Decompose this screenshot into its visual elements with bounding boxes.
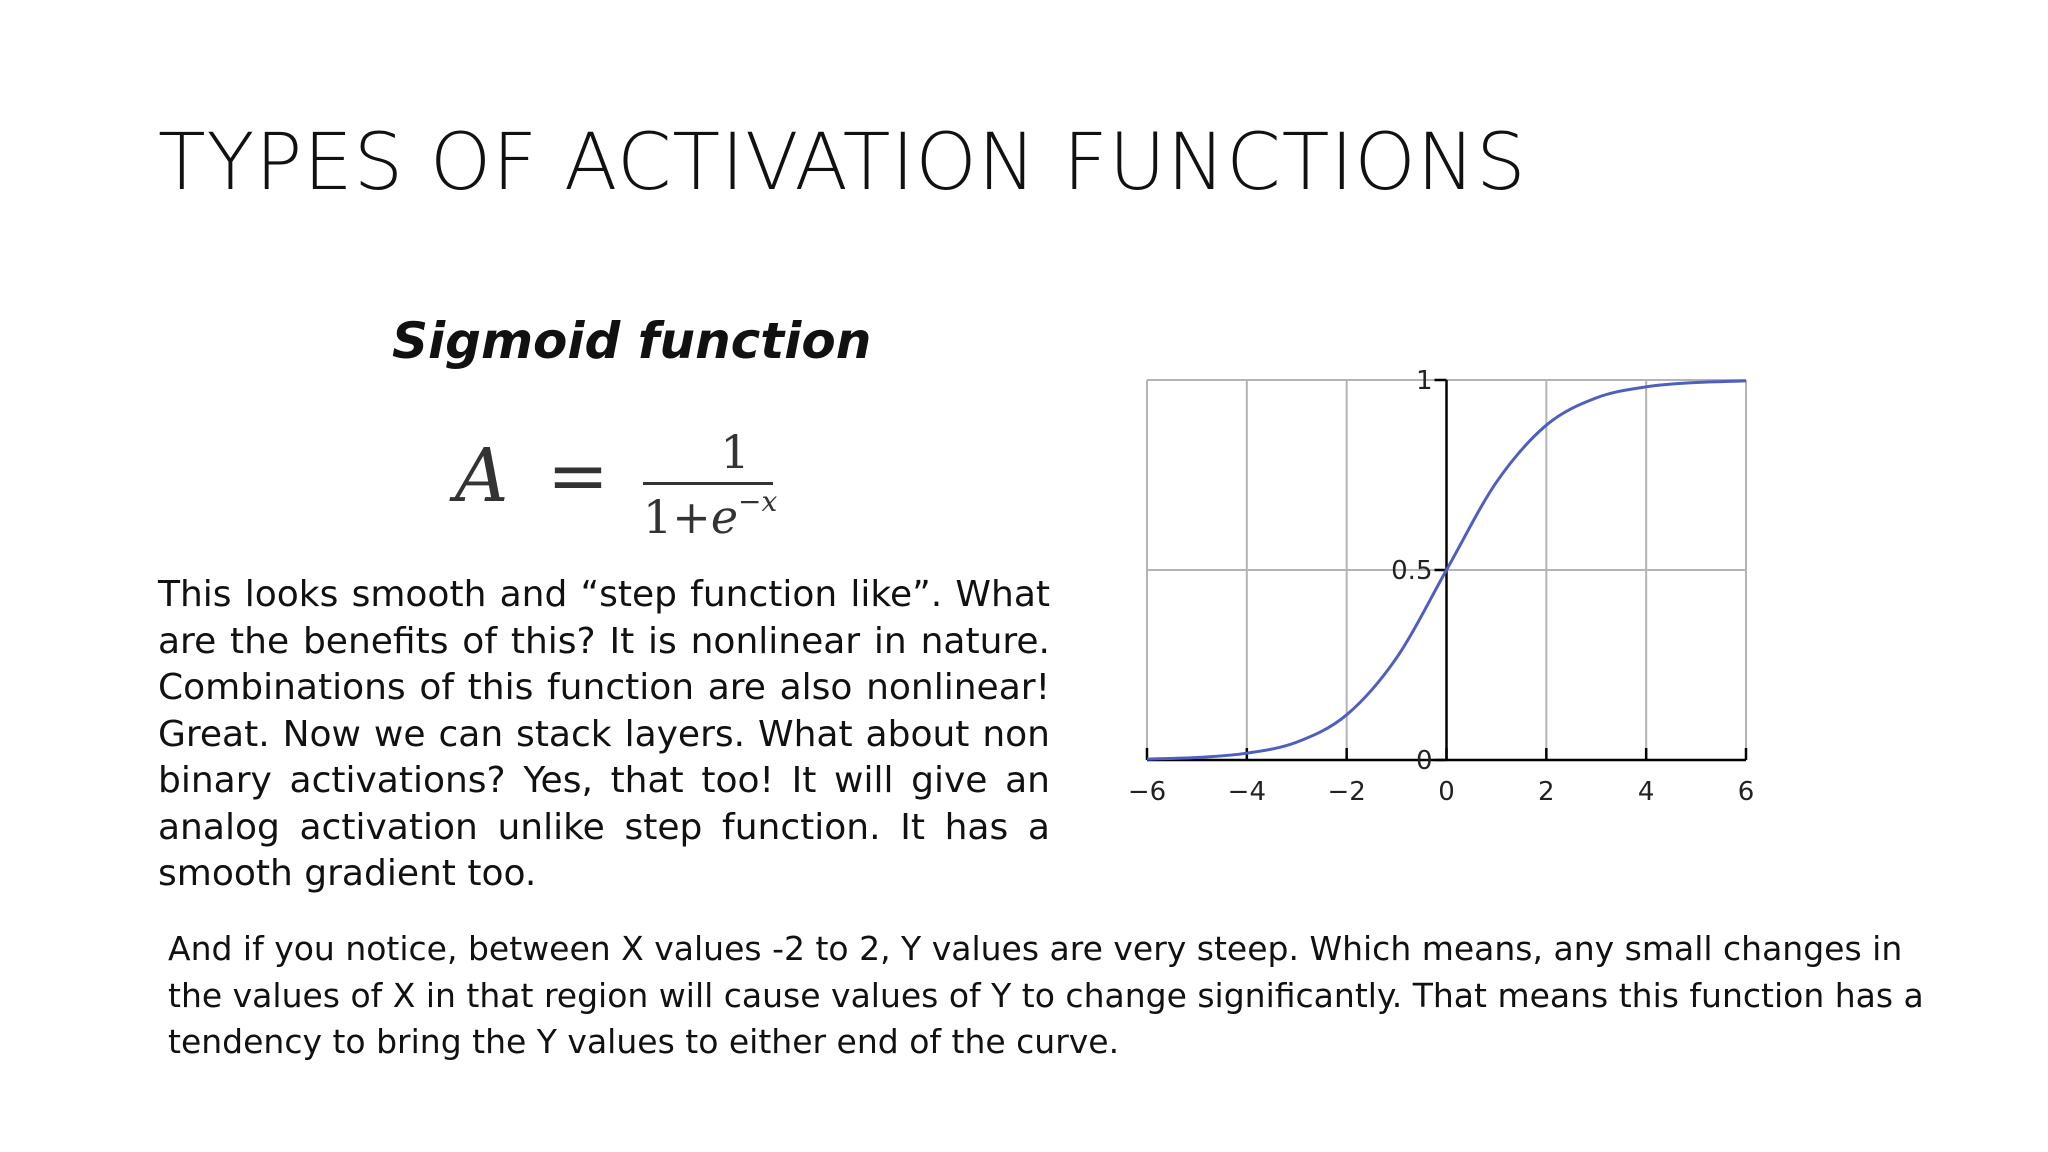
x-tick-label: 0 xyxy=(1438,777,1455,807)
sigmoid-curve xyxy=(1146,379,1747,761)
sigmoid-chart: −6 −4 −2 0 2 4 6 0 0.5 1 xyxy=(1128,366,1754,807)
slide-title: TYPES OF ACTIVATION FUNCTIONS xyxy=(158,118,1527,208)
y-tick-label: 1 xyxy=(1416,366,1433,396)
x-tick-label: −4 xyxy=(1228,777,1266,807)
denominator-exponent: −x xyxy=(738,485,778,518)
fraction-bar xyxy=(643,482,773,485)
tick-labels: −6 −4 −2 0 2 4 6 0 0.5 1 xyxy=(1128,366,1754,807)
x-tick-label: 2 xyxy=(1538,777,1555,807)
x-tick-label: −6 xyxy=(1128,777,1166,807)
formula-equals: = xyxy=(547,433,610,519)
x-tick-label: 6 xyxy=(1738,777,1755,807)
y-tick-label: 0.5 xyxy=(1391,556,1432,586)
y-tick-label: 0 xyxy=(1416,746,1433,776)
x-tick-label: −2 xyxy=(1328,777,1366,807)
x-tick-label: 4 xyxy=(1638,777,1655,807)
series-layer xyxy=(1146,379,1747,761)
formula-lhs: A xyxy=(455,433,509,519)
formula-numerator: 1 xyxy=(720,425,750,479)
denominator-base: 1+ xyxy=(643,490,711,544)
body-paragraph: This looks smooth and “step function lik… xyxy=(158,574,1050,894)
formula-denominator: 1+e−x xyxy=(643,485,777,544)
section-subtitle: Sigmoid function xyxy=(392,312,872,370)
sigmoid-formula: A = 1 1+e−x xyxy=(455,425,795,545)
denominator-e: e xyxy=(710,490,739,544)
note-paragraph: And if you notice, between X values -2 t… xyxy=(168,929,1924,1061)
